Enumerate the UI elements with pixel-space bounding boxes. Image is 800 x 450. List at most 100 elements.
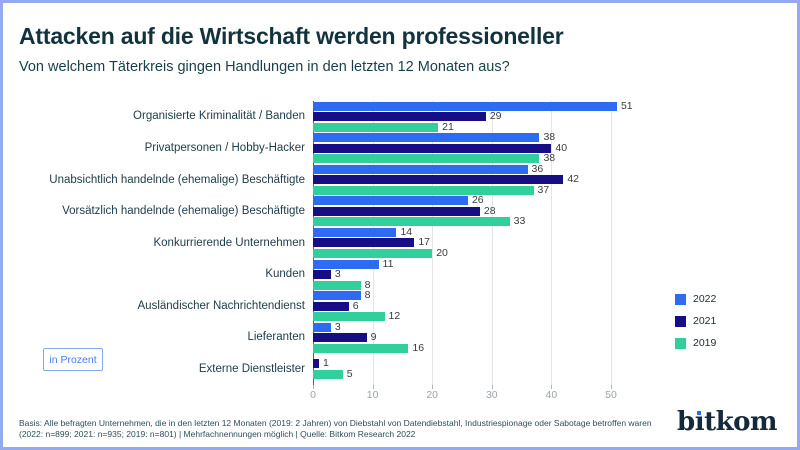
- bar-2022: [313, 164, 528, 174]
- bar-value-label: 3: [334, 320, 341, 333]
- bar-value-label: 3: [334, 268, 341, 280]
- bar-2021: [313, 333, 367, 343]
- bar-value-label: 8: [364, 289, 371, 302]
- bar-line: 16: [313, 341, 643, 354]
- chart-row: Lieferanten 3 9 16: [17, 320, 653, 354]
- bar-line: 11: [313, 257, 643, 270]
- bar-2019: [313, 248, 433, 258]
- bar-line: 12: [313, 310, 643, 323]
- bar-line: 3: [313, 320, 643, 333]
- category-label: Privatpersonen / Hobby-Hacker: [144, 142, 305, 154]
- bar-value-label: 11: [382, 257, 394, 270]
- bar-2021: [313, 143, 552, 153]
- bar-value-label: 12: [388, 310, 401, 323]
- bar-value-label: 20: [436, 246, 448, 259]
- legend-label: 2019: [693, 337, 717, 349]
- legend-item: 2022: [675, 293, 716, 305]
- bar-value-label: 8: [364, 278, 371, 291]
- bar-2021: [313, 112, 486, 122]
- bar-group: 11 3 8: [313, 257, 643, 291]
- bar-2022: [313, 101, 617, 111]
- category-label: Vorsätzlich handelnde (ehemalige) Beschä…: [62, 205, 305, 218]
- x-tick-label: 40: [545, 389, 558, 401]
- bar-2022: [313, 259, 379, 269]
- bar-line: 9: [313, 331, 643, 344]
- bar-group: 51 29 21: [313, 101, 643, 133]
- logo-text: tkom: [704, 407, 777, 437]
- bar-line: 37: [313, 185, 643, 195]
- bar-2021: [313, 270, 331, 279]
- logo-text: b: [677, 407, 695, 437]
- bar-2019: [313, 343, 409, 353]
- chart-row: Privatpersonen / Hobby-Hacker 38 40 38: [17, 131, 653, 165]
- bar-value-label: 1: [322, 357, 329, 370]
- x-tick-label: 50: [605, 389, 617, 401]
- bar-value-label: 9: [370, 331, 377, 344]
- category-label: Organisierte Kriminalität / Banden: [133, 110, 305, 123]
- category-label: Ausländischer Nachrichtendienst: [137, 299, 305, 312]
- bar-line: 51: [313, 99, 643, 112]
- bar-line: 38: [313, 152, 643, 165]
- source-note-line2: (2022: n=899; 2021: n=935; 2019: n=801) …: [19, 429, 416, 440]
- bar-value-label: 36: [531, 162, 544, 175]
- bar-2019: [313, 122, 439, 132]
- bar-2022: [313, 291, 361, 301]
- category-label: Kunden: [265, 268, 305, 281]
- chart-row: Ausländischer Nachrichtendienst 8 6 12: [17, 290, 653, 322]
- bar-line: 1: [313, 357, 643, 370]
- category-label: Externe Dienstleister: [198, 362, 305, 375]
- x-axis: 0 10 20 30 40 50: [310, 389, 643, 403]
- bar-group: 38 40 38: [313, 131, 643, 165]
- bar-line: 42: [313, 174, 643, 185]
- bar-value-label: 33: [513, 215, 526, 228]
- bar-2019: [313, 154, 540, 164]
- bar-line: 20: [313, 246, 643, 259]
- bar-value-label: 38: [543, 131, 556, 144]
- logo-i-letter: ı: [694, 407, 705, 437]
- bar-line: 28: [313, 206, 643, 216]
- bar-2022: [313, 322, 331, 332]
- bar-line: 40: [313, 143, 643, 153]
- page-title: Attacken auf die Wirtschaft werden profe…: [19, 23, 564, 49]
- bar-chart: Organisierte Kriminalität / Banden 51 29 21…: [17, 101, 653, 385]
- bar-value-label: 16: [412, 341, 425, 354]
- legend-swatch-2019: [675, 337, 686, 349]
- legend: 2022 2021 2019: [675, 293, 716, 359]
- bar-2022: [313, 196, 468, 206]
- bar-line: 17: [313, 237, 643, 248]
- chart-row: Externe Dienstleister 1 5: [17, 353, 653, 385]
- legend-label: 2021: [693, 315, 717, 327]
- bar-line: 8: [313, 278, 643, 291]
- chart-row: Konkurrierende Unternehmen 14 17 20: [17, 227, 653, 259]
- bar-group: 36 42 37: [313, 164, 643, 196]
- x-tick-label: 20: [426, 389, 439, 401]
- chart-row: Vorsätzlich handelnde (ehemalige) Beschä…: [17, 194, 653, 228]
- chart-row: Organisierte Kriminalität / Banden 51 29 21: [17, 101, 653, 133]
- bar-group: 14 17 20: [313, 227, 643, 259]
- bar-line: 33: [313, 215, 643, 228]
- bar-group: 26 28 33: [313, 194, 643, 228]
- bar-line: 36: [313, 162, 643, 175]
- bar-2021: [313, 359, 319, 369]
- legend-swatch-2021: [675, 315, 686, 327]
- bar-line: 38: [313, 131, 643, 144]
- bar-value-label: 29: [489, 110, 502, 123]
- legend-item: 2019: [675, 337, 716, 349]
- bitkom-logo: bı tkom: [677, 409, 777, 435]
- x-tick-label: 10: [366, 389, 379, 401]
- bar-line: 3: [313, 268, 643, 280]
- bar-value-label: 51: [620, 99, 633, 112]
- bar-value-label: 38: [543, 152, 556, 165]
- bar-line: 6: [313, 299, 643, 312]
- bar-value-label: 6: [352, 299, 359, 312]
- bar-value-label: 26: [471, 194, 484, 207]
- bar-2019: [313, 280, 361, 290]
- category-label: Konkurrierende Unternehmen: [153, 236, 305, 249]
- logo-i-dot: [697, 411, 702, 415]
- x-tick-label: 0: [310, 389, 316, 401]
- source-note-line1: Basis: Alle befragten Unternehmen, die i…: [19, 418, 652, 428]
- category-label: Unabsichtlich handelnde (ehemalige) Besc…: [49, 173, 305, 186]
- category-label: Lieferanten: [247, 331, 305, 344]
